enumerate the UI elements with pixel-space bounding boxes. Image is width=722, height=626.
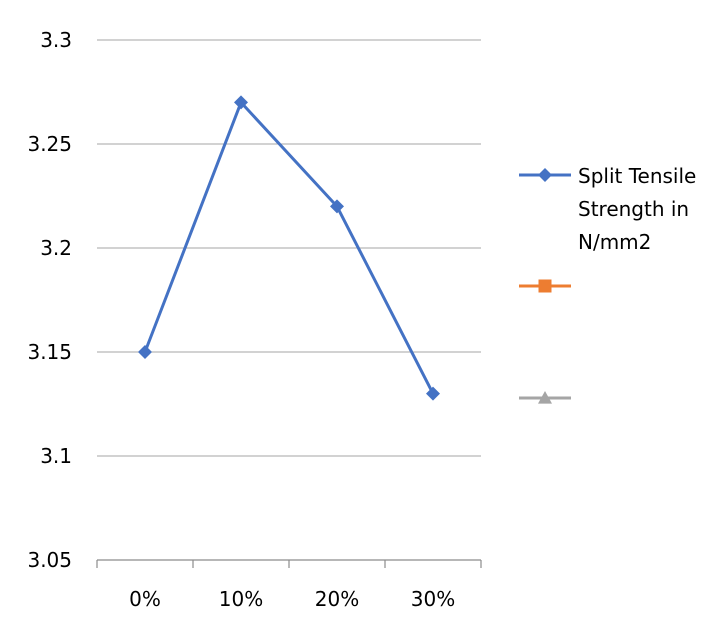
legend-label: Strength in (578, 197, 689, 221)
data-markers (138, 95, 440, 401)
series-lines (143, 100, 435, 395)
series-line (143, 100, 435, 395)
data-point-marker (426, 386, 440, 401)
legend-marker (538, 391, 552, 404)
x-tick-label: 0% (129, 587, 161, 611)
y-tick-label: 3.25 (27, 132, 72, 156)
data-point-marker (330, 199, 344, 214)
x-tick-labels: 0% 10% 20% 30% (129, 587, 455, 611)
legend-label: Split Tensile (578, 164, 696, 188)
y-tick-label: 3.15 (27, 340, 72, 364)
x-tick-label: 30% (411, 587, 455, 611)
y-tick-label: 3.2 (40, 236, 72, 260)
y-tick-label: 3.1 (40, 444, 72, 468)
legend-marker (538, 168, 552, 182)
y-tick-labels: 3.05 3.1 3.15 3.2 3.25 3.3 (27, 28, 72, 572)
x-tick-label: 10% (219, 587, 263, 611)
x-tick-label: 20% (315, 587, 359, 611)
axes (96, 559, 482, 568)
y-tick-label: 3.05 (27, 548, 72, 572)
legend-marker (538, 279, 552, 293)
legend: Split Tensile Strength in N/mm2 (519, 164, 696, 404)
gridlines (97, 39, 481, 457)
data-point-marker (138, 345, 152, 359)
y-tick-label: 3.3 (40, 28, 72, 52)
data-point-marker (234, 95, 248, 110)
legend-label: N/mm2 (578, 230, 651, 254)
